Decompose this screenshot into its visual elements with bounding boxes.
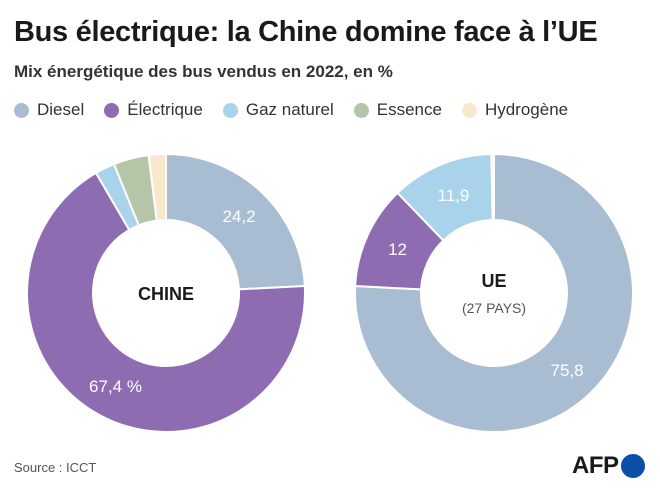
afp-logo-text: AFP	[572, 452, 619, 479]
label-ue-diesel: 75,8	[550, 361, 583, 380]
center-label-chine: CHINE	[138, 284, 194, 304]
slice-ue-diesel	[354, 152, 634, 433]
legend-label-essence: Essence	[376, 100, 442, 119]
legend-item-gaz-naturel: Gaz naturel	[222, 100, 334, 120]
afp-logo-dot-icon	[620, 454, 645, 478]
source-note: Source : ICCT	[14, 460, 97, 475]
legend-swatch-hydrogene	[461, 102, 477, 118]
legend-swatch-electrique	[104, 102, 120, 118]
legend-swatch-diesel	[14, 102, 29, 118]
legend-item-diesel: Diesel	[14, 100, 84, 120]
legend-label-gaz-naturel: Gaz naturel	[245, 100, 334, 119]
legend-label-diesel: Diesel	[37, 100, 85, 119]
slice-chine-diesel	[165, 152, 306, 291]
center-label-ue: UE	[481, 271, 506, 291]
legend-item-essence: Essence	[353, 100, 442, 120]
chart-subtitle: Mix énergétique des bus vendus en 2022, …	[14, 62, 393, 81]
legend-label-hydrogene: Hydrogène	[484, 100, 569, 119]
legend: Diesel Électrique Gaz naturel Essence Hy…	[14, 100, 588, 120]
afp-logo: AFP	[572, 452, 645, 480]
slice-chine-electrique	[26, 171, 306, 433]
label-ue-gaz-naturel: 11,9	[438, 186, 470, 205]
legend-label-electrique: Électrique	[127, 100, 203, 119]
slice-chine-hydrogene	[147, 152, 167, 222]
label-chine-electrique: 67,4 %	[89, 377, 142, 396]
center-sublabel-ue: (27 PAYS)	[462, 300, 526, 316]
label-chine-diesel: 24,2	[222, 207, 255, 226]
slice-ue-hydrogene	[490, 152, 495, 222]
label-ue-electrique: 12	[388, 240, 407, 259]
legend-swatch-essence	[353, 102, 369, 118]
legend-swatch-gaz-naturel	[222, 102, 238, 118]
chart-title: Bus électrique: la Chine domine face à l…	[14, 16, 598, 48]
legend-item-electrique: Électrique	[104, 100, 203, 120]
legend-item-hydrogene: Hydrogène	[461, 100, 569, 120]
